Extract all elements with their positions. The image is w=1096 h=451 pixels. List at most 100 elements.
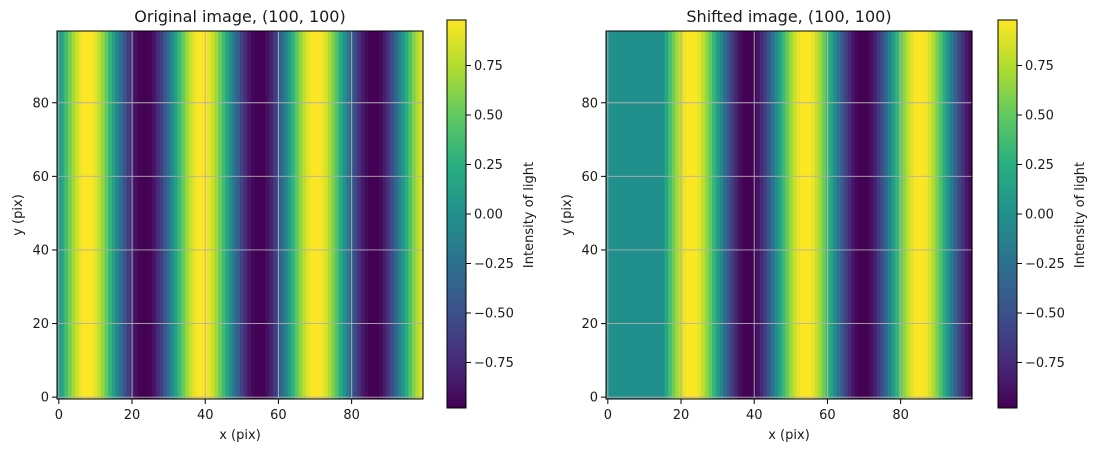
chart-original: Original image, (100, 100) 0 20 40 60 80 0 20… [11, 7, 537, 443]
heatmap-column [631, 31, 636, 399]
colorbar-gradient [447, 20, 466, 408]
heatmap-column [397, 31, 402, 399]
heatmap-column [880, 31, 885, 399]
heatmap-column [781, 31, 786, 399]
x-axis: 0 20 40 60 80 [604, 399, 909, 423]
heatmap-column [144, 31, 150, 399]
colorbar-ticks: 0.75 0.50 0.25 0.00 −0.25 −0.50 −0.75 [1017, 59, 1065, 371]
heatmap-column [302, 31, 307, 399]
heatmap-column [115, 31, 120, 399]
heatmap-column [635, 31, 640, 399]
colorbar-tick-label: −0.50 [1025, 306, 1065, 321]
heatmap-column [646, 31, 651, 399]
heatmap-column [185, 31, 190, 399]
heatmap-column [792, 31, 797, 399]
heatmap-column [390, 31, 395, 399]
heatmap-column [660, 31, 666, 399]
heatmap-column [854, 31, 860, 399]
heatmap-column [218, 31, 223, 399]
heatmap-column [693, 31, 699, 399]
heatmap-column [920, 31, 926, 399]
heatmap-column [338, 31, 344, 399]
heatmap-column [774, 31, 779, 399]
x-tick-label: 40 [197, 408, 214, 423]
heatmap-column [953, 31, 958, 399]
heatmap-column [616, 31, 622, 399]
heatmap-column [100, 31, 106, 399]
heatmap-column [386, 31, 391, 399]
heatmap-column [807, 31, 812, 399]
heatmap-column [75, 31, 80, 399]
heatmap-column [638, 31, 644, 399]
plot-frame [605, 30, 973, 400]
heatmap-column [382, 31, 387, 399]
heatmap-column [78, 31, 84, 399]
heatmap-column [657, 31, 662, 399]
y-tick-label: 0 [41, 391, 49, 406]
y-tick-label: 40 [32, 243, 49, 258]
heatmap-column [613, 31, 618, 399]
heatmap-column [412, 31, 417, 399]
heatmap-column [836, 31, 841, 399]
heatmap-column [701, 31, 706, 399]
x-tick-label: 80 [343, 408, 360, 423]
heatmap-column [119, 31, 124, 399]
x-axis-label: x (pix) [219, 428, 261, 443]
heatmap-column [419, 31, 424, 399]
heatmap-column [174, 31, 179, 399]
heatmap-column [917, 31, 922, 399]
heatmap-column [104, 31, 109, 399]
heatmap-column [331, 31, 336, 399]
heatmap-column [415, 31, 420, 399]
heatmap-column [803, 31, 808, 399]
heatmap-column [254, 31, 259, 399]
x-tick-label: 80 [892, 408, 909, 423]
heatmap-column [294, 31, 300, 399]
heatmap-column [818, 31, 823, 399]
heatmap-column [891, 31, 896, 399]
colorbar: 0.75 0.50 0.25 0.00 −0.25 −0.50 −0.75 Intensit… [997, 19, 1088, 409]
grid-lines [57, 31, 423, 399]
heatmap-column [902, 31, 907, 399]
heatmap-column [642, 31, 647, 399]
heatmap-column [221, 31, 226, 399]
heatmap-column [668, 31, 673, 399]
heatmap-column [298, 31, 303, 399]
colorbar-label: Intensity of light [1073, 162, 1088, 268]
heatmap-column [942, 31, 947, 399]
heatmap-column [371, 31, 377, 399]
heatmap-column [258, 31, 263, 399]
heatmap-column [247, 31, 252, 399]
heatmap-column [785, 31, 790, 399]
heatmap-column [232, 31, 237, 399]
heatmap-column [627, 31, 633, 399]
heatmap-column [690, 31, 695, 399]
heatmap-column [401, 31, 406, 399]
chart-title: Original image, (100, 100) [134, 7, 345, 26]
colorbar-tick-label: 0.75 [1025, 59, 1054, 74]
heatmap-column [719, 31, 724, 399]
colorbar-tick-label: −0.50 [474, 306, 514, 321]
heatmap-column [767, 31, 772, 399]
heatmap-column [847, 31, 852, 399]
y-tick-label: 0 [590, 391, 598, 406]
heatmap-column [97, 31, 102, 399]
heatmap-column [810, 31, 816, 399]
heatmap-column [357, 31, 362, 399]
y-tick-label: 60 [32, 170, 49, 185]
heatmap-column [324, 31, 329, 399]
y-axis: 0 20 40 60 80 [32, 96, 57, 406]
heatmap-column [122, 31, 128, 399]
chart-title: Shifted image, (100, 100) [686, 7, 891, 26]
heatmap-column [653, 31, 658, 399]
heatmap-column [141, 31, 146, 399]
heatmap-column [64, 31, 69, 399]
heatmap-column [796, 31, 801, 399]
heatmap-column [957, 31, 962, 399]
heatmap-column [858, 31, 863, 399]
heatmap-column [93, 31, 98, 399]
y-tick-label: 20 [581, 317, 598, 332]
heatmap-column [243, 31, 248, 399]
colorbar-tick-label: −0.25 [1025, 257, 1065, 272]
colorbar-tick-label: 0.50 [1025, 109, 1054, 124]
